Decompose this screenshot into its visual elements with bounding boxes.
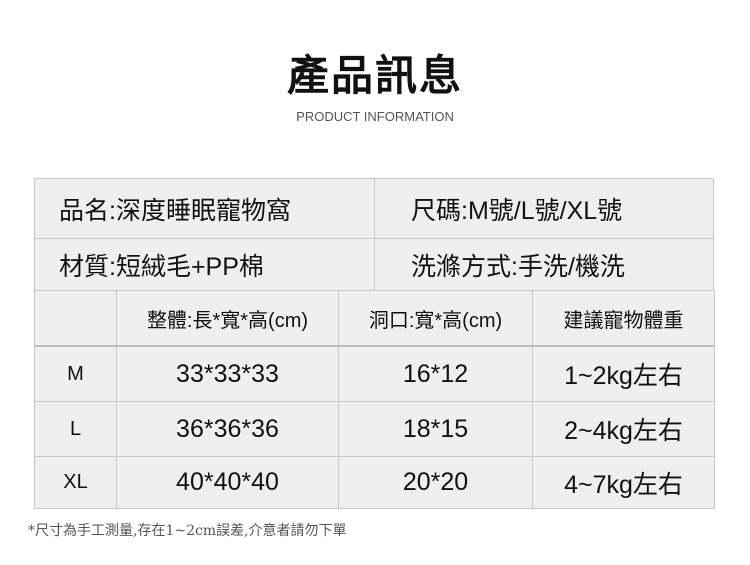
table-cell: 1~2kg左右 <box>532 345 715 402</box>
product-material: 材質:短絨毛+PP棉 <box>34 238 375 291</box>
table-header <box>34 290 117 346</box>
size-note: *尺寸為手工測量,存在1~2cm誤差,介意者請勿下單 <box>28 523 347 539</box>
table-cell: 33*33*33 <box>116 345 339 402</box>
size-label: M <box>34 345 117 402</box>
size-label: L <box>34 401 117 457</box>
product-sizes: 尺碼:M號/L號/XL號 <box>374 178 714 239</box>
table-cell: 16*12 <box>338 345 533 402</box>
size-label: XL <box>34 456 117 509</box>
table-header: 整體:長*寬*高(cm) <box>116 290 339 346</box>
product-name: 品名:深度睡眠寵物窩 <box>34 178 375 239</box>
table-cell: 2~4kg左右 <box>532 401 715 457</box>
table-cell: 40*40*40 <box>116 456 339 509</box>
table-header: 洞口:寬*高(cm) <box>338 290 533 346</box>
table-cell: 36*36*36 <box>116 401 339 457</box>
page-title: 產品訊息 <box>286 51 463 100</box>
wash-method: 洗滌方式:手洗/機洗 <box>374 238 714 291</box>
table-cell: 4~7kg左右 <box>532 456 715 509</box>
table-cell: 18*15 <box>338 401 533 457</box>
table-header: 建議寵物體重 <box>532 290 715 346</box>
table-cell: 20*20 <box>338 456 533 509</box>
page-subtitle: PRODUCT INFORMATION <box>296 109 454 124</box>
